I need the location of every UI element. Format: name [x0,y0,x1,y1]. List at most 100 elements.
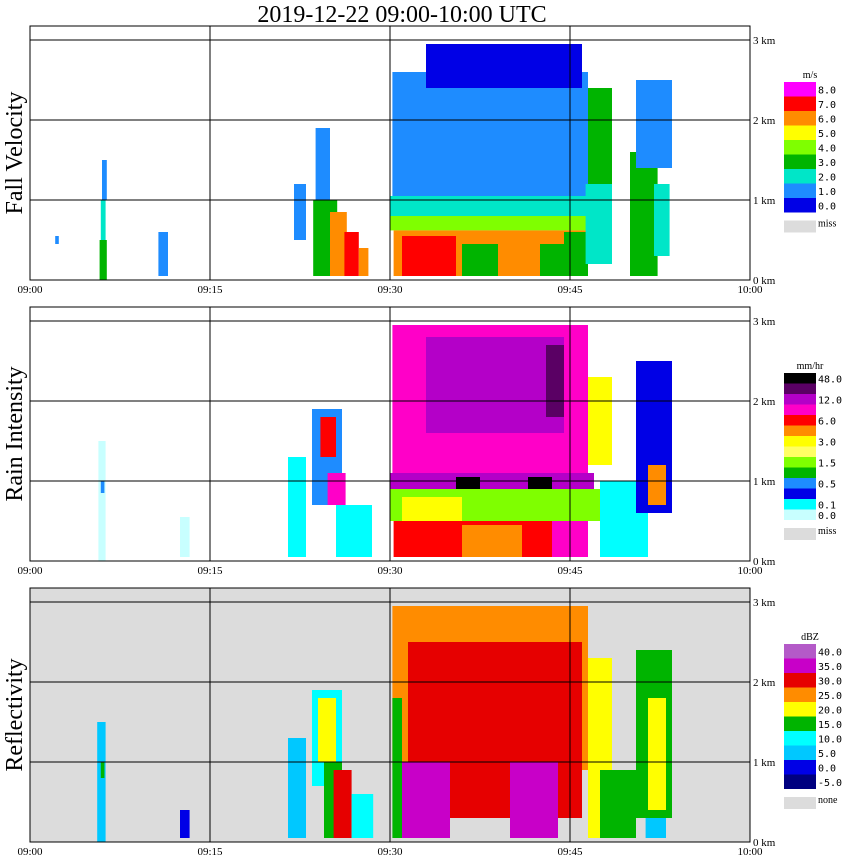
legend-label: 12.0 [818,395,842,406]
legend-swatch [784,125,816,140]
legend-swatch [784,509,816,520]
heatmap-cell [288,457,306,557]
legend-swatch [784,404,816,415]
x-tick-label: 09:15 [197,565,223,577]
heatmap-cell [600,770,636,838]
heatmap-cell [390,196,594,216]
legend-swatch [784,169,816,184]
legend-label: 48.0 [818,374,842,385]
legend-swatch [784,425,816,436]
legend-label: 5.0 [818,749,836,760]
legend-label: 25.0 [818,691,842,702]
panel-ylabel: Fall Velocity [2,92,28,215]
heatmap-cell [426,44,582,88]
y-tick-label: 1 km [753,757,776,769]
legend-label: 15.0 [818,720,842,731]
heatmap-cell [585,184,612,264]
legend-label: 35.0 [818,662,842,673]
legend-swatch [784,488,816,499]
x-tick-label: 09:45 [557,284,583,296]
legend-label: 0.5 [818,479,836,490]
x-tick-label: 10:00 [737,846,763,858]
legend: dBZ 40.0 35.0 30.0 25.0 20.0 15.0 10.0 5.0 0.0 -5.… [784,632,842,809]
heatmap-cell [588,88,612,184]
y-tick-label: 3 km [753,35,776,47]
heatmap-cell [392,698,402,838]
legend-swatch [784,731,816,746]
legend-swatch [784,499,816,510]
legend-label: 2.0 [818,172,836,183]
heatmap-cell [402,497,462,521]
heatmap-cell [528,477,552,489]
x-tick-label: 09:30 [377,565,403,577]
legend-swatch [784,154,816,169]
y-tick-label: 2 km [753,115,776,127]
legend-label: 3.0 [818,437,836,448]
heatmap-cell [402,762,450,838]
legend-swatch [784,96,816,111]
legend-unit: mm/hr [797,361,824,372]
heatmap-cell [344,232,359,276]
heatmap-cell [288,738,306,838]
legend-swatch [784,183,816,198]
x-tick-label: 09:00 [17,565,43,577]
panel-ylabel: Rain Intensity [2,366,28,501]
y-tick-label: 3 km [753,316,776,328]
x-tick-label: 10:00 [737,565,763,577]
legend-missing-label: miss [818,526,836,537]
x-tick-label: 09:00 [17,846,43,858]
plot-frame [29,306,751,562]
heatmap-cell [540,244,564,276]
x-tick-label: 09:15 [197,846,223,858]
legend-swatch [784,644,816,659]
heatmap-cell [294,184,306,240]
y-tick-label: 1 km [753,476,776,488]
heatmap-cell [320,417,336,457]
legend-label: 8.0 [818,85,836,96]
x-tick-label: 10:00 [737,284,763,296]
legend-unit: m/s [803,70,818,81]
legend-missing-swatch [784,797,816,809]
heatmap-cells [55,44,672,280]
x-tick-label: 09:15 [197,284,223,296]
legend-swatch [784,140,816,155]
heatmap-cell [327,473,346,505]
heatmap-cell [336,505,372,557]
legend-swatch [784,467,816,478]
heatmap-cell [180,517,190,557]
y-tick-label: 0 km [753,837,776,849]
heatmap-cell [392,72,588,196]
plot-frame [29,587,751,843]
legend-label: 20.0 [818,705,842,716]
legend-swatch [784,198,816,213]
legend-swatch [784,436,816,447]
heatmap-cell [330,212,347,276]
legend-swatch [784,383,816,394]
panel-ylabel: Reflectivity [2,658,28,771]
legend-label: 4.0 [818,143,836,154]
legend-swatch [784,478,816,489]
legend-swatch [784,658,816,673]
heatmap-cell [648,698,666,810]
y-tick-label: 3 km [753,597,776,609]
heatmap-cell [588,377,612,465]
heatmap-cell [630,152,658,276]
y-tick-label: 2 km [753,677,776,689]
heatmap-cell [654,184,670,256]
heatmap-cell [351,794,374,838]
x-tick-label: 09:45 [557,565,583,577]
legend-label: 30.0 [818,676,842,687]
plot-frame [29,25,751,281]
legend-unit: dBZ [801,632,819,643]
legend-swatch [784,111,816,126]
legend-label: 5.0 [818,129,836,140]
legend-swatch [784,760,816,775]
legend-missing-swatch [784,528,816,540]
heatmap-cell [315,128,330,200]
y-tick-label: 0 km [753,556,776,568]
legend-label: 7.0 [818,100,836,111]
figure-title: 2019-12-22 09:00-10:00 UTC [257,2,546,28]
legend-swatch [784,702,816,717]
legend: m/s8.0 7.0 6.0 5.0 4.0 3.0 2.0 1.0 0.0 miss [784,70,836,233]
